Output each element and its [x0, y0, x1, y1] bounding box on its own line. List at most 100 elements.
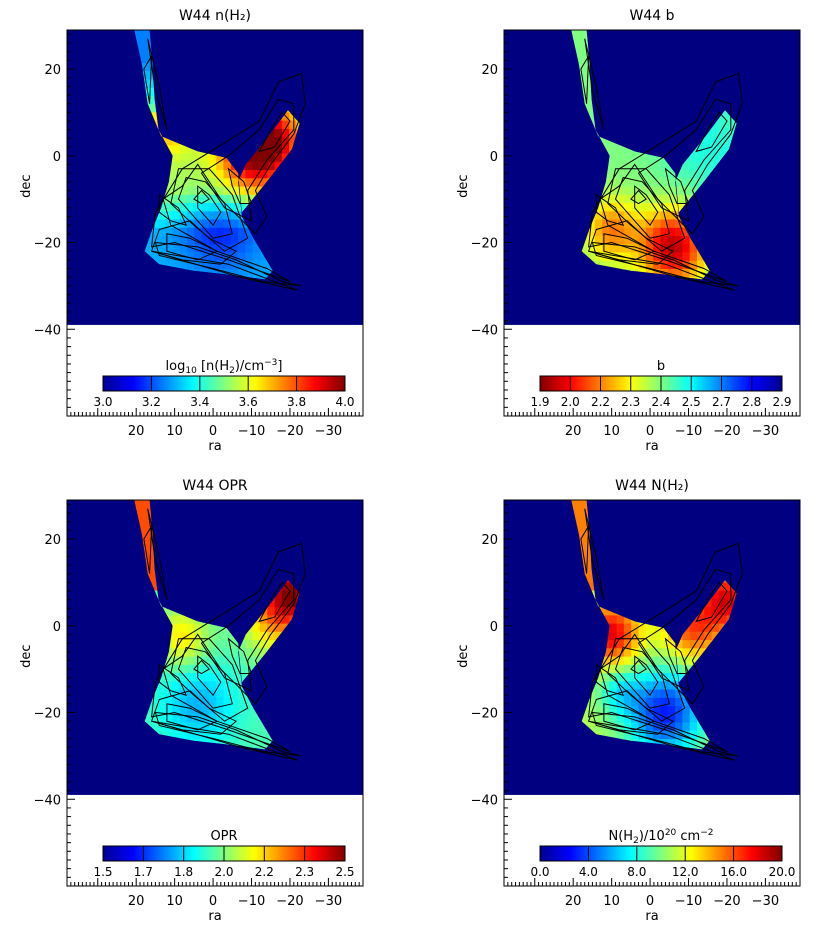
colorbar-tick-label: 1.8 [174, 865, 193, 879]
heatmap-cell [230, 730, 239, 740]
heatmap-cell [667, 648, 676, 658]
heatmap-cell [653, 697, 662, 707]
heatmap-cell [172, 194, 181, 204]
contour [151, 250, 298, 291]
heatmap-cell [609, 640, 618, 649]
heatmap-cell [726, 598, 735, 608]
x-tick-label: 0 [209, 894, 217, 909]
heatmap-cell [179, 244, 188, 254]
heatmap-cell [616, 623, 625, 633]
heatmap-cell [587, 722, 596, 732]
heatmap-cell [223, 161, 232, 171]
heatmap-cell [711, 590, 720, 600]
heatmap-cell [135, 516, 144, 526]
heatmap-cell [667, 664, 676, 674]
heatmap-cell [194, 227, 203, 237]
heatmap-cell [623, 227, 632, 237]
heatmap-cell [697, 170, 705, 179]
heatmap-cell [238, 170, 246, 179]
contour [695, 581, 728, 623]
heatmap-cell [580, 79, 588, 89]
heatmap-cell [580, 557, 588, 567]
contour [634, 185, 659, 227]
heatmap-cell [216, 640, 225, 649]
heatmap-cell [653, 689, 662, 699]
heatmap-cell [660, 730, 669, 740]
heatmap-cell [638, 673, 647, 682]
heatmap-cell [682, 260, 691, 270]
heatmap-cell [602, 211, 610, 221]
heatmap-cell [201, 194, 210, 204]
contour [637, 568, 732, 692]
heatmap-cell [267, 615, 276, 625]
heatmap-cell [223, 194, 232, 204]
heatmap-cell [653, 631, 662, 641]
heatmap-cell [638, 706, 647, 715]
heatmap-cell [208, 640, 217, 649]
heatmap-cell [150, 722, 159, 732]
x-tick-label: −10 [675, 894, 702, 909]
heatmap-cell [580, 244, 588, 254]
heatmap-cell [143, 549, 151, 559]
heatmap-cell [238, 689, 246, 699]
heatmap-cell [638, 681, 647, 691]
heatmap-cell [281, 598, 290, 608]
contour [607, 638, 686, 722]
contour [664, 167, 690, 204]
heatmap-cell [260, 631, 268, 641]
contour [151, 542, 306, 753]
heatmap-cell [179, 730, 188, 740]
heatmap-cell [245, 697, 254, 707]
heatmap-cell [580, 71, 588, 80]
heatmap-cell [165, 178, 173, 188]
heatmap-cell [267, 128, 276, 138]
heatmap-cell [653, 623, 662, 633]
heatmap-cell [587, 252, 596, 262]
heatmap-cell [216, 739, 225, 748]
heatmap-cell [194, 153, 203, 163]
y-tick-label: 20 [44, 63, 61, 78]
heatmap-cell [609, 623, 618, 633]
heatmap-cell [238, 739, 246, 748]
contour [591, 711, 739, 757]
heatmap-cell [631, 219, 640, 229]
heatmap-cell [602, 203, 610, 212]
heatmap-cell [201, 186, 210, 196]
heatmap-cell [594, 689, 603, 699]
y-tick-label: −20 [34, 237, 61, 252]
heatmap-cell [638, 631, 647, 641]
heatmap-cell [616, 236, 625, 245]
contour [580, 525, 590, 574]
heatmap-cell [623, 706, 632, 715]
heatmap-cell [245, 178, 254, 188]
heatmap-cell [165, 137, 173, 146]
heatmap-cell [667, 219, 676, 229]
heatmap-cell [267, 623, 276, 633]
heatmap-cell [616, 673, 625, 682]
colorbar-tick-label: 2.2 [591, 395, 610, 409]
contour [177, 176, 233, 239]
heatmap-cell [682, 161, 691, 171]
heatmap-cell [135, 38, 144, 47]
heatmap-cell [623, 623, 632, 633]
heatmap-cell [609, 689, 618, 699]
heatmap-cell [631, 227, 640, 237]
heatmap-cell [602, 664, 610, 674]
heatmap-cell [230, 689, 239, 699]
heatmap-cell [252, 656, 261, 666]
contour [166, 233, 219, 261]
heatmap-cell [179, 656, 188, 666]
heatmap-cell [216, 681, 225, 691]
colorbar-tick-label: 2.3 [621, 395, 640, 409]
heatmap-cell [194, 681, 203, 691]
heatmap-cell [245, 236, 254, 245]
heatmap-cell [718, 590, 727, 600]
panel-3: W44 OPR 20 10 0 −10 −20 −30 20 0 −20 −40 ra dec OPR 1.… [19, 478, 364, 924]
heatmap-cell [623, 178, 632, 188]
heatmap-cell [172, 706, 181, 715]
heatmap-cell [580, 533, 588, 542]
heatmap-cell [572, 508, 581, 517]
heatmap-cell [572, 516, 581, 526]
heatmap-cell [594, 211, 603, 221]
panel-title: W44 OPR [182, 478, 248, 494]
